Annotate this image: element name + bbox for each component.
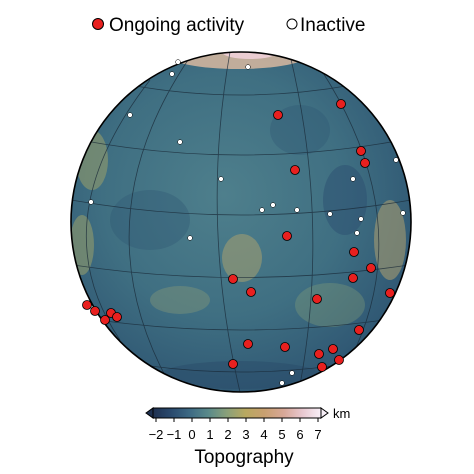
inactive-marker <box>245 64 251 70</box>
inactive-marker <box>270 202 276 208</box>
topography-highland <box>270 105 330 155</box>
meridian-line <box>289 54 314 386</box>
active-marker <box>312 294 322 304</box>
active-marker <box>82 300 92 310</box>
globe-map <box>70 51 412 393</box>
active-marker <box>290 165 300 175</box>
parallel-line <box>129 84 353 96</box>
active-marker <box>228 359 238 369</box>
colorbar: km −2 −1 0 1 2 3 4 5 6 7 Topography <box>145 406 350 468</box>
active-marker <box>317 362 327 372</box>
legend: Ongoing activity Inactive <box>92 15 365 36</box>
topography-highland <box>374 200 406 280</box>
active-marker <box>112 312 122 322</box>
inactive-marker <box>350 176 356 182</box>
topography-highland <box>150 286 210 314</box>
meridian-line <box>128 59 189 386</box>
globe-outline <box>70 51 412 393</box>
meridian-line <box>216 52 241 392</box>
active-marker <box>314 349 324 359</box>
colorbar-tick-label: 1 <box>206 427 213 442</box>
legend-inactive-marker <box>286 18 298 30</box>
colorbar-left-arrow <box>145 407 154 419</box>
globe-base <box>71 52 411 392</box>
inactive-marker <box>127 112 133 118</box>
active-marker <box>348 273 358 283</box>
inactive-marker <box>358 216 364 222</box>
topography-highland <box>110 190 190 250</box>
topography-features <box>71 52 406 389</box>
inactive-marker <box>327 211 333 217</box>
colorbar-gradient <box>152 407 322 419</box>
active-marker <box>354 325 364 335</box>
inactive-marker <box>400 210 406 216</box>
inactive-marker <box>393 157 399 163</box>
active-marker <box>349 247 359 257</box>
active-marker <box>282 231 292 241</box>
inactive-marker <box>177 139 183 145</box>
legend-active-marker <box>92 18 104 30</box>
inactive-marker <box>294 207 300 213</box>
colorbar-tick-label: 7 <box>314 427 321 442</box>
active-markers <box>82 99 395 372</box>
colorbar-title: Topography <box>194 447 294 468</box>
topography-highland <box>160 361 320 389</box>
parallel-line <box>72 264 410 278</box>
meridian-line <box>86 79 151 341</box>
active-marker <box>366 263 376 273</box>
parallel-line <box>71 199 411 216</box>
topography-highland <box>222 234 262 282</box>
colorbar-tick-label: 5 <box>278 427 285 442</box>
inactive-marker <box>88 199 94 205</box>
active-marker <box>328 344 338 354</box>
topography-highland <box>295 283 365 327</box>
active-marker <box>356 146 366 156</box>
active-marker <box>273 110 283 120</box>
colorbar-ticks: −2 −1 0 1 2 3 4 5 6 7 <box>149 418 322 442</box>
colorbar-tick-label: 4 <box>260 427 267 442</box>
topography-highland <box>323 165 367 235</box>
colorbar-tick-label: 3 <box>242 427 249 442</box>
active-marker <box>334 355 344 365</box>
colorbar-right-arrow <box>320 407 329 419</box>
inactive-marker <box>187 235 193 241</box>
colorbar-tick-label: 0 <box>188 427 195 442</box>
inactive-marker <box>259 207 265 213</box>
active-marker <box>228 274 238 284</box>
active-marker <box>246 287 256 297</box>
active-marker <box>243 339 253 349</box>
inactive-marker <box>354 230 360 236</box>
inactive-marker <box>175 59 181 65</box>
colorbar-unit: km <box>333 406 350 421</box>
parallel-line <box>97 319 385 331</box>
active-marker <box>90 306 100 316</box>
inactive-marker <box>279 380 285 386</box>
legend-active-label: Ongoing activity <box>109 15 245 36</box>
inactive-markers <box>88 59 406 386</box>
colorbar-tick-label: 6 <box>296 427 303 442</box>
inactive-marker <box>218 176 224 182</box>
inactive-marker <box>169 71 175 77</box>
active-marker <box>336 99 346 109</box>
active-marker <box>280 342 290 352</box>
inactive-marker <box>289 370 295 376</box>
parallel-line <box>149 365 333 373</box>
colorbar-tick-label: 2 <box>224 427 231 442</box>
topography-highland <box>222 52 278 59</box>
colorbar-tick-label: −1 <box>167 427 182 442</box>
active-marker <box>360 158 370 168</box>
legend-inactive-label: Inactive <box>300 15 365 36</box>
colorbar-tick-label: −2 <box>149 427 164 442</box>
active-marker <box>385 288 395 298</box>
active-marker <box>100 315 110 325</box>
